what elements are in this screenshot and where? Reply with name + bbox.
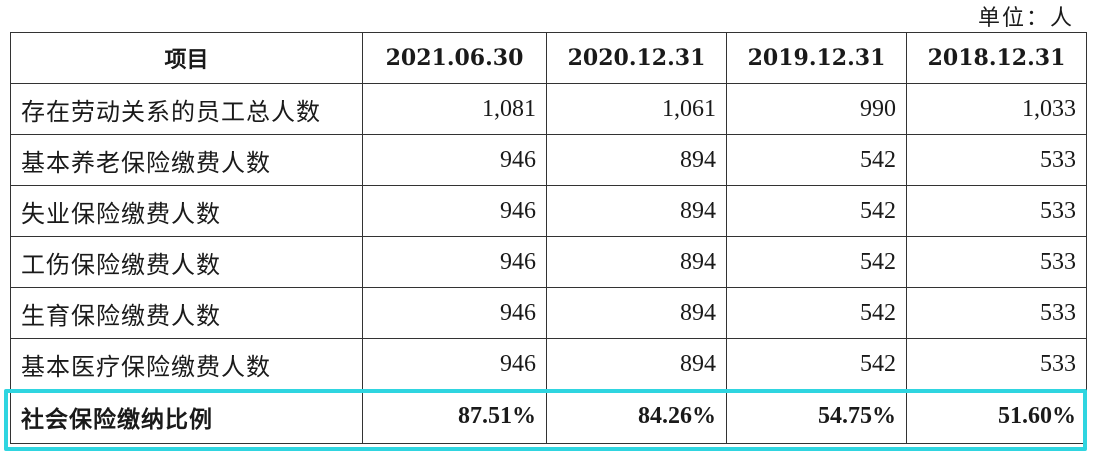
cell-value: 542 bbox=[726, 236, 907, 288]
header-date-2019-12-31: 2019.12.31 bbox=[726, 32, 907, 84]
header-date-2021-06-30: 2021.06.30 bbox=[362, 32, 547, 84]
row-label: 失业保险缴费人数 bbox=[10, 185, 363, 237]
table-row: 基本养老保险缴费人数 946 894 542 533 bbox=[10, 134, 1087, 186]
cell-value: 894 bbox=[546, 185, 727, 237]
cell-value: 946 bbox=[362, 338, 547, 390]
cell-value: 542 bbox=[726, 287, 907, 339]
cell-value: 946 bbox=[362, 185, 547, 237]
cell-value: 533 bbox=[906, 134, 1087, 186]
cell-value: 946 bbox=[362, 236, 547, 288]
table-row: 存在劳动关系的员工总人数 1,081 1,061 990 1,033 bbox=[10, 83, 1087, 135]
cell-value: 542 bbox=[726, 185, 907, 237]
row-label: 基本医疗保险缴费人数 bbox=[10, 338, 363, 390]
summary-cell-value: 51.60% bbox=[906, 389, 1087, 444]
cell-value: 542 bbox=[726, 338, 907, 390]
cell-value: 946 bbox=[362, 287, 547, 339]
unit-label: 单位：人 bbox=[977, 6, 1074, 31]
table-row: 生育保险缴费人数 946 894 542 533 bbox=[10, 287, 1087, 339]
summary-cell-value: 54.75% bbox=[726, 389, 907, 444]
summary-cell-value: 87.51% bbox=[362, 389, 547, 444]
row-label: 生育保险缴费人数 bbox=[10, 287, 363, 339]
cell-value: 946 bbox=[362, 134, 547, 186]
header-item: 项目 bbox=[10, 32, 363, 84]
cell-value: 542 bbox=[726, 134, 907, 186]
social-insurance-table: 项目 2021.06.30 2020.12.31 2019.12.31 2018… bbox=[10, 32, 1087, 444]
cell-value: 894 bbox=[546, 338, 727, 390]
header-date-2020-12-31: 2020.12.31 bbox=[546, 32, 727, 84]
row-label: 基本养老保险缴费人数 bbox=[10, 134, 363, 186]
cell-value: 990 bbox=[726, 83, 907, 135]
table-row: 工伤保险缴费人数 946 894 542 533 bbox=[10, 236, 1087, 288]
cell-value: 1,033 bbox=[906, 83, 1087, 135]
cell-value: 894 bbox=[546, 287, 727, 339]
summary-row: 社会保险缴纳比例 87.51% 84.26% 54.75% 51.60% bbox=[10, 389, 1087, 444]
summary-row-label: 社会保险缴纳比例 bbox=[10, 389, 363, 444]
cell-value: 894 bbox=[546, 236, 727, 288]
table-row: 基本医疗保险缴费人数 946 894 542 533 bbox=[10, 338, 1087, 390]
cell-value: 533 bbox=[906, 185, 1087, 237]
cell-value: 894 bbox=[546, 134, 727, 186]
row-label: 存在劳动关系的员工总人数 bbox=[10, 83, 363, 135]
table-row: 失业保险缴费人数 946 894 542 533 bbox=[10, 185, 1087, 237]
table-header-row: 项目 2021.06.30 2020.12.31 2019.12.31 2018… bbox=[10, 32, 1087, 84]
cell-value: 1,061 bbox=[546, 83, 727, 135]
summary-cell-value: 84.26% bbox=[546, 389, 727, 444]
cell-value: 1,081 bbox=[362, 83, 547, 135]
cell-value: 533 bbox=[906, 236, 1087, 288]
row-label: 工伤保险缴费人数 bbox=[10, 236, 363, 288]
cell-value: 533 bbox=[906, 338, 1087, 390]
cell-value: 533 bbox=[906, 287, 1087, 339]
header-date-2018-12-31: 2018.12.31 bbox=[906, 32, 1087, 84]
